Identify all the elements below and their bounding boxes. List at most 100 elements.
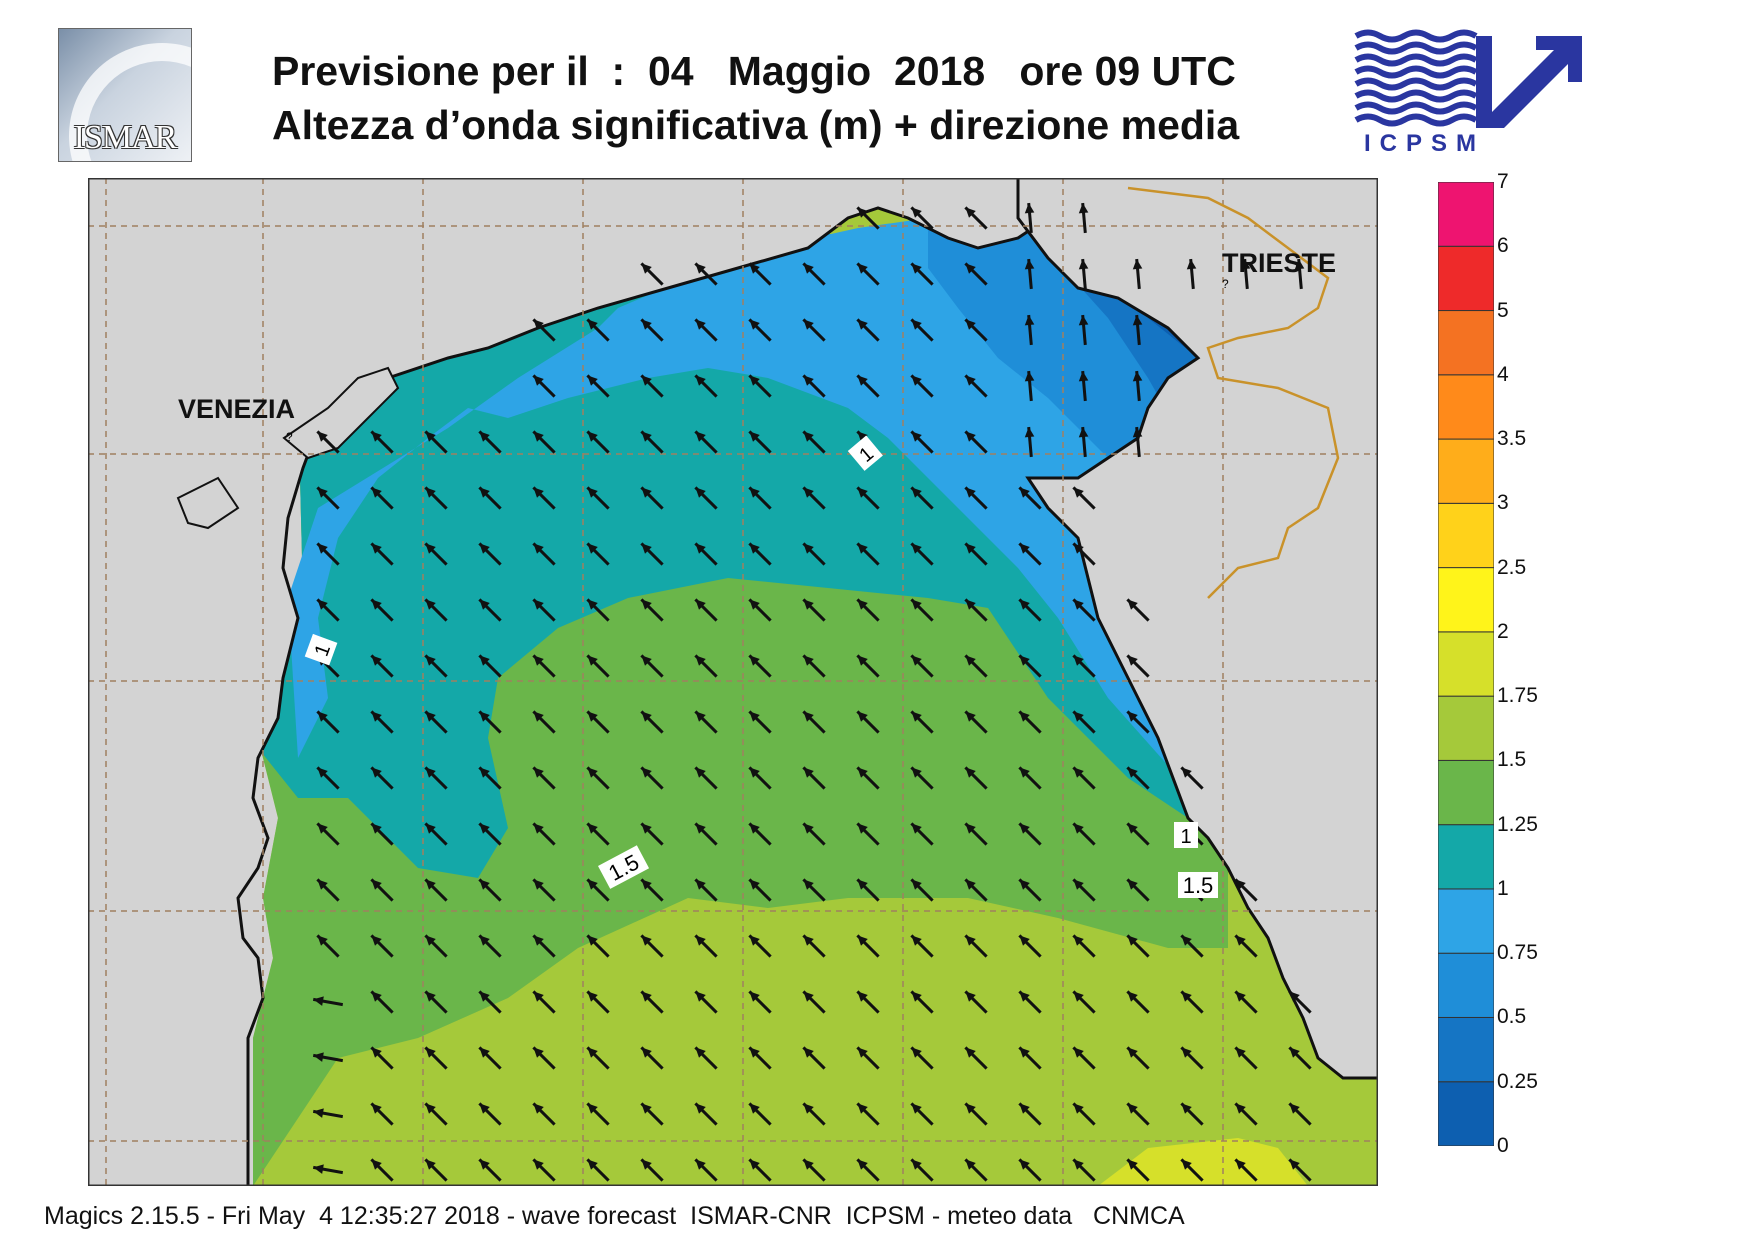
wave-arrow-head bbox=[533, 599, 544, 610]
wave-arrow-head bbox=[857, 1103, 868, 1114]
wave-arrow-head bbox=[1024, 203, 1035, 214]
wave-arrow-head bbox=[1019, 935, 1030, 946]
wave-arrow-head bbox=[695, 767, 706, 778]
wave-arrow-head bbox=[749, 487, 760, 498]
colorbar-tick-label: 3.5 bbox=[1497, 427, 1527, 451]
wave-arrow-head bbox=[965, 823, 976, 834]
wave-arrow-head bbox=[1019, 879, 1030, 890]
wave-arrow-head bbox=[965, 599, 976, 610]
station-marker-trieste: ? bbox=[1222, 277, 1229, 291]
wave-arrow-head bbox=[587, 711, 598, 722]
wave-arrow-head bbox=[641, 711, 652, 722]
wave-arrow-head bbox=[1235, 1159, 1246, 1170]
wave-arrow-head bbox=[1132, 371, 1143, 382]
wave-arrow-head bbox=[587, 487, 598, 498]
wave-arrow-head bbox=[533, 879, 544, 890]
wave-arrow-head bbox=[479, 879, 490, 890]
wave-arrow-head bbox=[1235, 1103, 1246, 1114]
wave-arrow-head bbox=[425, 711, 436, 722]
wave-arrow-head bbox=[1127, 991, 1138, 1002]
lat-lon-grid bbox=[88, 178, 1378, 1186]
wave-arrow-head bbox=[857, 207, 868, 218]
wave-arrow-head bbox=[911, 1103, 922, 1114]
wave-arrow-head bbox=[1240, 259, 1251, 270]
colorbar-swatch bbox=[1438, 759, 1494, 826]
wave-arrow-head bbox=[1181, 991, 1192, 1002]
wave-arrow-head bbox=[1289, 1047, 1300, 1058]
wave-arrow-head bbox=[695, 487, 706, 498]
wave-arrow-head bbox=[1073, 823, 1084, 834]
wave-arrow-head bbox=[965, 935, 976, 946]
wave-arrow-head bbox=[317, 431, 328, 442]
wave-arrow-head bbox=[749, 935, 760, 946]
wave-arrow-head bbox=[1073, 1047, 1084, 1058]
wave-arrow-head bbox=[749, 263, 760, 274]
wave-arrow-head bbox=[479, 823, 490, 834]
wave-arrow-head bbox=[425, 1047, 436, 1058]
wave-arrow-head bbox=[1078, 259, 1089, 270]
wave-arrow-head bbox=[1235, 935, 1246, 946]
wave-arrow-head bbox=[803, 991, 814, 1002]
wave-arrow-head bbox=[425, 487, 436, 498]
wave-arrow-head bbox=[911, 1159, 922, 1170]
wave-arrow-head bbox=[749, 1047, 760, 1058]
wave-arrow-head bbox=[1073, 543, 1084, 554]
ismar-logo: ISMAR bbox=[58, 28, 192, 162]
wave-arrow-head bbox=[911, 935, 922, 946]
wave-arrow-head bbox=[587, 767, 598, 778]
wave-arrow-head bbox=[803, 319, 814, 330]
colorbar-swatch bbox=[1438, 245, 1494, 312]
wave-arrow-head bbox=[1078, 371, 1089, 382]
wave-arrow-head bbox=[1073, 599, 1084, 610]
forecast-title: Previsione per il : 04 Maggio 2018 ore 0… bbox=[272, 48, 1236, 94]
wave-arrow-head bbox=[371, 1047, 382, 1058]
wave-arrow-head bbox=[641, 879, 652, 890]
wave-arrow-head bbox=[1019, 1159, 1030, 1170]
colorbar-tick-label: 1.25 bbox=[1497, 812, 1538, 836]
wave-arrow-head bbox=[425, 991, 436, 1002]
wave-arrow-head bbox=[695, 543, 706, 554]
wave-arrow-head bbox=[1073, 991, 1084, 1002]
wave-arrow-head bbox=[911, 655, 922, 666]
colorbar-tick-label: 3 bbox=[1497, 491, 1509, 515]
colorbar-swatch bbox=[1438, 567, 1494, 633]
wave-arrow-head bbox=[911, 263, 922, 274]
istria-coast-land bbox=[1016, 178, 1378, 1080]
wave-arrow-head bbox=[965, 319, 976, 330]
wave-arrow-head bbox=[371, 991, 382, 1002]
wave-arrow-head bbox=[857, 263, 868, 274]
wave-arrow-head bbox=[911, 599, 922, 610]
wave-arrow-head bbox=[749, 767, 760, 778]
wave-arrow-head bbox=[965, 767, 976, 778]
wave-arrow-head bbox=[641, 431, 652, 442]
colorbar-swatch bbox=[1438, 374, 1494, 440]
wave-arrow-head bbox=[371, 487, 382, 498]
wave-arrow-head bbox=[695, 1047, 706, 1058]
wave-arrow-head bbox=[803, 599, 814, 610]
wave-arrow-head bbox=[533, 767, 544, 778]
wave-arrow-head bbox=[587, 1159, 598, 1170]
wave-arrow-head bbox=[1127, 1047, 1138, 1058]
wave-arrow-head bbox=[587, 879, 598, 890]
wave-arrow-head bbox=[803, 879, 814, 890]
wave-arrow-head bbox=[1127, 655, 1138, 666]
wave-arrow-head bbox=[587, 991, 598, 1002]
wave-arrow-head bbox=[533, 823, 544, 834]
wave-arrow-head bbox=[533, 431, 544, 442]
wave-arrow-head bbox=[425, 823, 436, 834]
colorbar-swatch bbox=[1438, 1016, 1494, 1083]
wave-arrow-head bbox=[317, 767, 328, 778]
wave-height-colorbar bbox=[1438, 182, 1494, 1146]
wave-arrow-head bbox=[965, 431, 976, 442]
wave-arrow-head bbox=[479, 431, 490, 442]
wave-arrow-head bbox=[965, 711, 976, 722]
wave-arrow-head bbox=[803, 767, 814, 778]
wave-arrow-head bbox=[965, 655, 976, 666]
wave-arrow-head bbox=[857, 319, 868, 330]
wave-arrow-head bbox=[317, 879, 328, 890]
wave-arrow-head bbox=[425, 431, 436, 442]
wave-arrow-head bbox=[371, 823, 382, 834]
wave-arrow-head bbox=[1181, 1159, 1192, 1170]
border-line bbox=[1127, 186, 1340, 599]
wave-arrow-head bbox=[695, 263, 706, 274]
